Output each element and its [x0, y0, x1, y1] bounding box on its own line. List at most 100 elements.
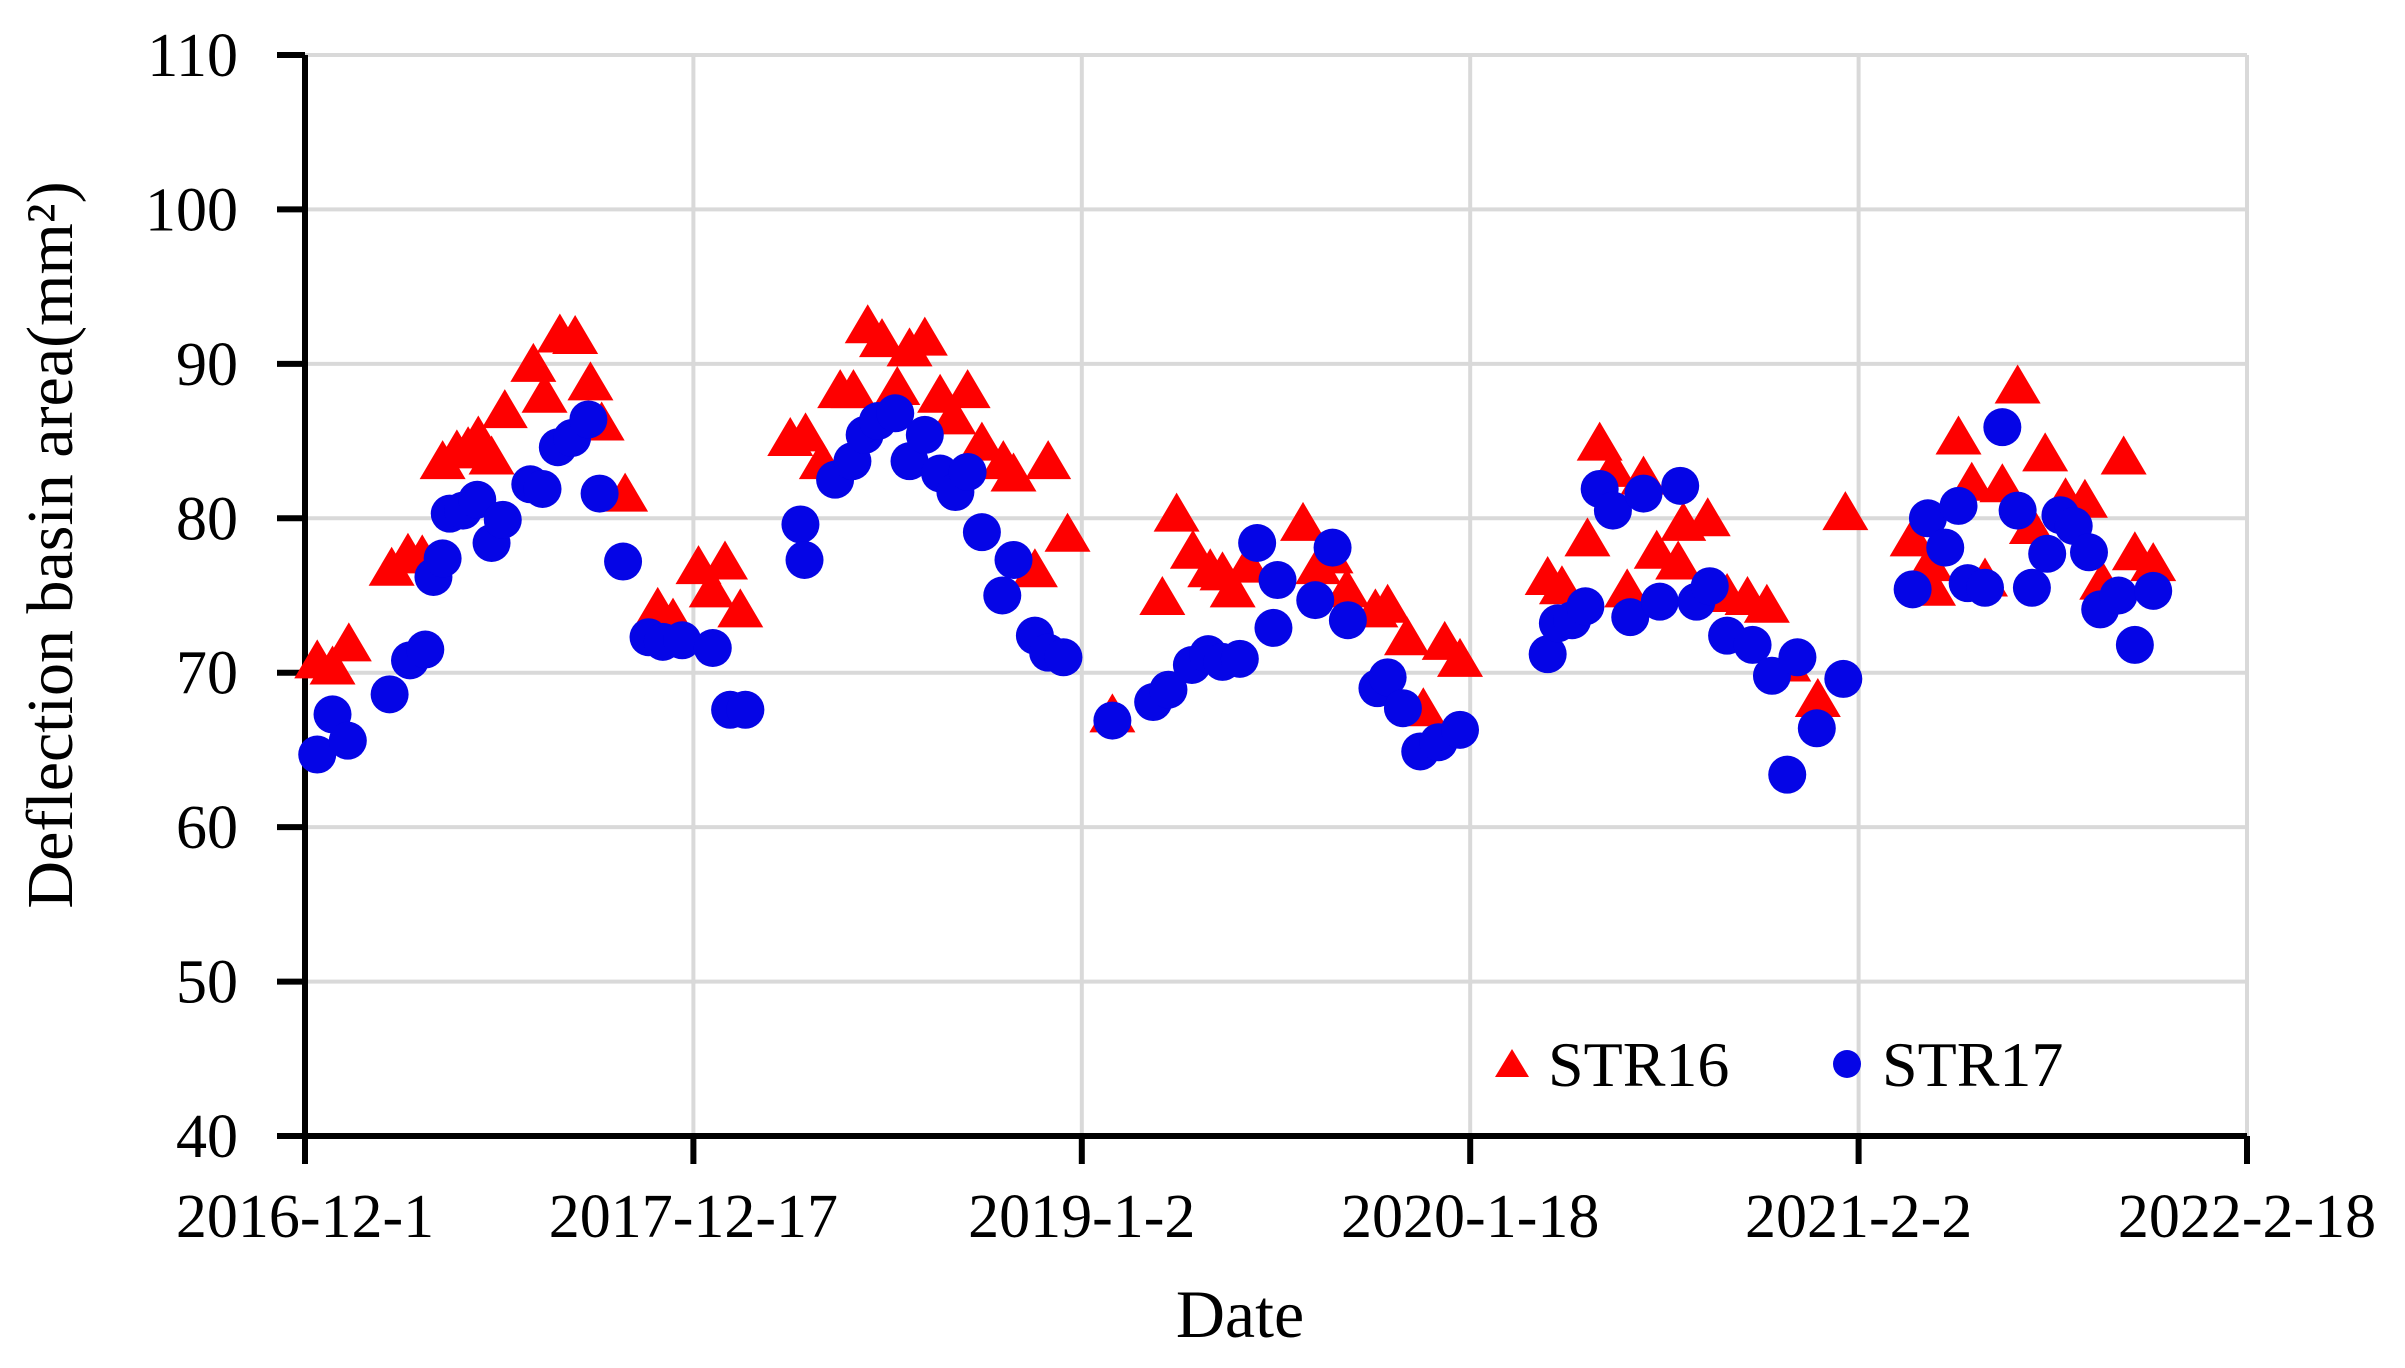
data-point-str17 — [370, 675, 409, 714]
data-point-str16 — [1994, 364, 2041, 404]
data-point-str16 — [2008, 505, 2055, 545]
y-tick-label: 60 — [176, 794, 238, 862]
data-point-str16 — [2022, 432, 2069, 472]
data-point-str16 — [717, 588, 764, 628]
data-point-str16 — [958, 421, 1005, 461]
data-point-str17 — [458, 480, 497, 519]
data-point-str17 — [1328, 601, 1367, 640]
data-point-str17 — [1624, 474, 1663, 513]
data-point-str16 — [1153, 492, 1200, 532]
x-tick-label: 2022-2-18 — [2118, 1183, 2376, 1251]
data-point-str17 — [1566, 587, 1605, 626]
data-point-str17 — [328, 721, 367, 760]
legend-label-str16: STR16 — [1548, 1029, 1729, 1100]
data-point-str16 — [468, 435, 515, 475]
data-point-str17 — [2115, 625, 2154, 664]
data-point-str16 — [552, 315, 599, 355]
y-tick-label: 110 — [147, 22, 238, 90]
data-point-str16 — [990, 452, 1037, 492]
data-point-str16 — [901, 316, 948, 356]
data-point-str17 — [1733, 625, 1772, 664]
data-point-str16 — [1025, 440, 1072, 480]
data-point-str17 — [423, 539, 462, 578]
data-point-str17 — [1778, 638, 1817, 677]
data-point-str16 — [2100, 435, 2147, 475]
data-point-str17 — [604, 542, 643, 581]
data-point-str17 — [663, 621, 702, 660]
data-point-str16 — [1655, 540, 1702, 580]
data-point-str17 — [948, 452, 987, 491]
data-point-str17 — [1313, 528, 1352, 567]
data-point-str17 — [962, 513, 1001, 552]
data-point-str17 — [1441, 710, 1480, 749]
data-point-str17 — [569, 400, 608, 439]
y-tick-label: 70 — [176, 640, 238, 708]
y-tick-label: 50 — [176, 949, 238, 1017]
y-axis-title: Deflection basin area(mm²) — [14, 181, 87, 908]
data-point-str16 — [1209, 568, 1256, 608]
y-tick-label: 40 — [176, 1103, 238, 1171]
x-tick-label: 2020-1-18 — [1341, 1183, 1599, 1251]
data-point-str17 — [2099, 576, 2138, 615]
data-point-str16 — [1794, 677, 1841, 717]
data-point-str16 — [944, 369, 991, 409]
data-point-str16 — [325, 622, 372, 662]
data-point-str16 — [874, 366, 921, 406]
data-point-str16 — [1935, 415, 1982, 455]
data-point-str16 — [688, 568, 735, 608]
data-point-str17 — [1926, 528, 1965, 567]
x-axis-title: Date — [1176, 1276, 1304, 1352]
data-point-str16 — [702, 540, 749, 580]
data-point-str17 — [2134, 571, 2173, 610]
data-point-str16 — [567, 361, 614, 401]
data-point-str17 — [1640, 582, 1679, 621]
data-point-str17 — [1908, 499, 1947, 538]
data-point-str17 — [1258, 561, 1297, 600]
data-point-str17 — [2069, 533, 2108, 572]
data-point-str16 — [1743, 583, 1790, 623]
data-point-str17 — [1296, 581, 1335, 620]
data-point-str16 — [1383, 616, 1430, 656]
data-point-str16 — [1280, 501, 1327, 541]
data-point-str17 — [876, 394, 915, 433]
data-point-str16 — [1889, 517, 1936, 557]
legend-marker-str16-triangle-icon — [1495, 1049, 1529, 1077]
data-point-str17 — [785, 540, 824, 579]
data-point-str17 — [406, 630, 445, 669]
y-tick-label: 100 — [145, 176, 238, 244]
data-point-str17 — [1983, 408, 2022, 447]
data-point-str16 — [481, 389, 528, 429]
data-point-str16 — [858, 318, 905, 358]
data-point-str17 — [781, 505, 820, 544]
data-point-str17 — [693, 629, 732, 668]
data-point-str16 — [930, 395, 977, 435]
data-point-str17 — [1093, 701, 1132, 740]
data-point-str17 — [905, 415, 944, 454]
data-point-str17 — [983, 576, 1022, 615]
data-point-str16 — [1044, 512, 1091, 552]
data-point-str17 — [298, 735, 337, 774]
data-point-str17 — [1238, 523, 1277, 562]
data-point-str17 — [1768, 755, 1807, 794]
data-point-str17 — [1528, 635, 1567, 674]
data-point-str17 — [523, 469, 562, 508]
data-point-str17 — [1939, 486, 1978, 525]
data-point-str16 — [1224, 543, 1271, 583]
data-point-str17 — [1149, 670, 1188, 709]
data-point-str16 — [1564, 517, 1611, 557]
data-point-str16 — [309, 645, 356, 685]
data-point-str17 — [580, 474, 619, 513]
data-point-str17 — [1998, 491, 2037, 530]
data-point-str16 — [1822, 491, 1869, 531]
data-point-str17 — [1893, 570, 1932, 609]
x-tick-label: 2016-12-1 — [176, 1183, 434, 1251]
data-point-str16 — [1364, 583, 1411, 623]
data-point-str17 — [1690, 567, 1729, 606]
data-point-str17 — [1044, 638, 1083, 677]
data-point-str17 — [2012, 568, 2051, 607]
data-point-str16 — [1437, 637, 1484, 677]
data-point-str17 — [1966, 568, 2005, 607]
data-point-str16 — [1323, 568, 1370, 608]
data-point-str16 — [1684, 497, 1731, 537]
